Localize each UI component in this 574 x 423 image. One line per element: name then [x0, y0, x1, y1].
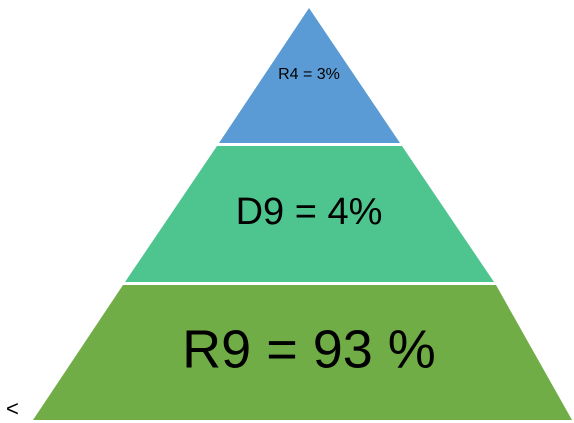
pyramid-tier-bottom — [33, 285, 572, 420]
pyramid-tier-top — [219, 8, 400, 143]
tier-label-middle: D9 = 4% — [236, 191, 383, 233]
pyramid-tier-middle — [125, 146, 494, 282]
tier-label-bottom: R9 = 93 % — [182, 319, 436, 379]
stray-glyph: < — [6, 396, 19, 421]
tier-label-top: R4 = 3% — [278, 66, 340, 83]
